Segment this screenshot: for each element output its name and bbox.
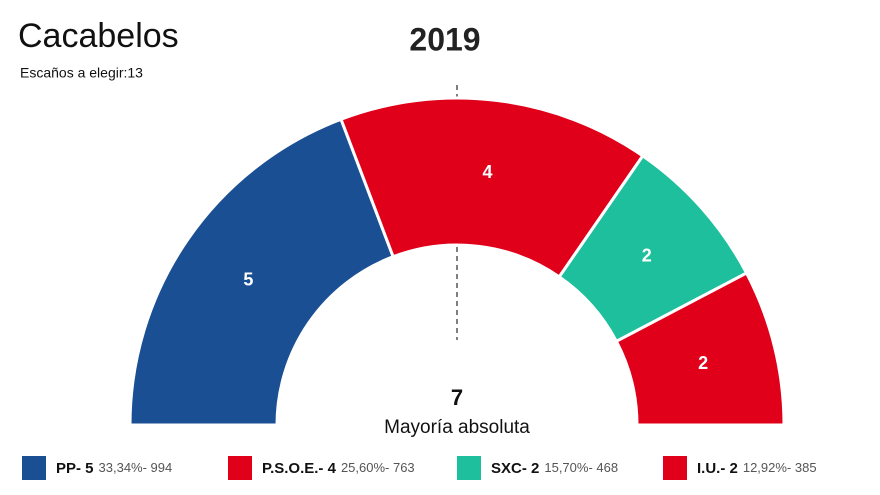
year: 2019 (409, 21, 480, 57)
legend-entry: PP- 5 33,34%- 994 (56, 460, 172, 477)
legend-swatch (457, 456, 481, 480)
chart-title: Cacabelos (18, 17, 179, 55)
legend-entry: I.U.- 2 12,92%- 385 (697, 460, 817, 477)
segment-label: 2 (642, 246, 652, 266)
legend-party: PP- 5 (56, 460, 94, 477)
legend-entry: SXC- 2 15,70%- 468 (491, 460, 618, 477)
seat-segment (128, 117, 396, 427)
chart-subtitle: Escaños a elegir:13 (20, 65, 143, 81)
legend-swatch (228, 456, 252, 480)
segment-label: 4 (483, 162, 493, 182)
legend-detail: 25,60%- 763 (341, 460, 415, 475)
legend-swatch (663, 456, 687, 480)
legend-party: I.U.- 2 (697, 460, 738, 477)
seat-segment (614, 271, 786, 427)
legend-detail: 12,92%- 385 (743, 460, 817, 475)
seat-segment (339, 96, 645, 279)
legend-swatch (22, 456, 46, 480)
majority-value: 7 (451, 385, 463, 410)
legend-party: SXC- 2 (491, 460, 539, 477)
legend-entry: P.S.O.E.- 4 25,60%- 763 (262, 460, 415, 477)
legend-detail: 33,34%- 994 (99, 460, 173, 475)
segment-label: 5 (243, 270, 253, 290)
majority-label: Mayoría absoluta (384, 417, 530, 438)
legend-party: P.S.O.E.- 4 (262, 460, 337, 477)
segment-label: 2 (698, 353, 708, 373)
legend-detail: 15,70%- 468 (544, 460, 618, 475)
